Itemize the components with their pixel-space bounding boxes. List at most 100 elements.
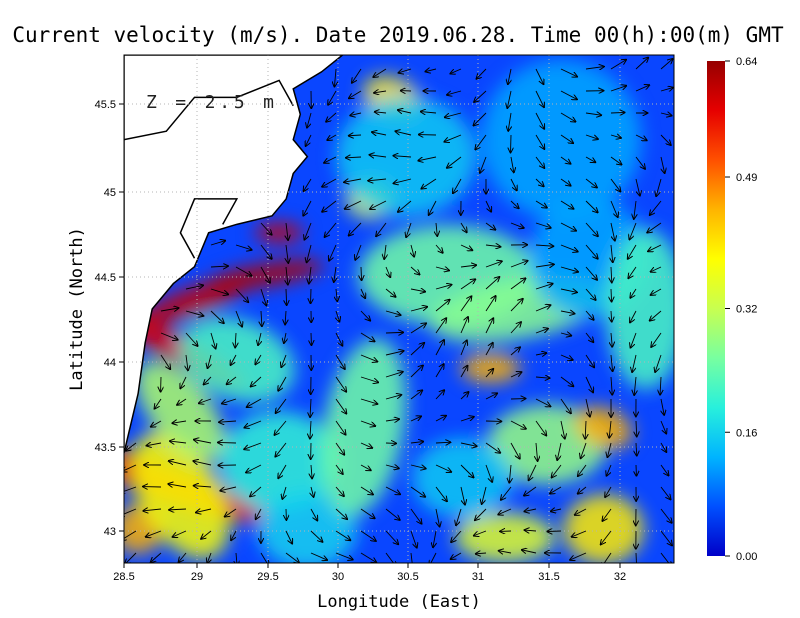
velocity-arrow [360, 354, 377, 362]
velocity-arrow [286, 244, 288, 263]
velocity-arrow [510, 261, 528, 268]
velocity-arrow [629, 222, 637, 239]
velocity-arrow [435, 508, 440, 526]
velocity-arrow [227, 376, 237, 384]
velocity-arrow [199, 398, 212, 403]
velocity-arrow [610, 200, 618, 217]
chart-title: Current velocity (m/s). Date 2019.06.28.… [12, 23, 784, 47]
velocity-arrow [410, 465, 426, 469]
velocity-arrow [560, 200, 573, 209]
velocity-arrow [349, 222, 362, 236]
velocity-arrow [585, 113, 601, 115]
velocity-arrow [210, 241, 225, 246]
velocity-arrow [373, 68, 387, 77]
velocity-arrow [560, 420, 565, 439]
velocity-arrow [250, 486, 262, 496]
velocity-arrow [547, 531, 562, 532]
velocity-arrow [306, 134, 312, 146]
velocity-arrow [286, 288, 287, 305]
velocity-arrow [398, 200, 412, 212]
velocity-arrow [435, 285, 451, 290]
velocity-arrow [450, 68, 462, 74]
x-tick-label: 28.5 [113, 571, 134, 583]
velocity-arrow [460, 417, 474, 422]
velocity-arrow [169, 461, 187, 466]
velocity-arrow [352, 68, 362, 83]
velocity-arrow [385, 552, 396, 563]
velocity-arrow [650, 200, 662, 215]
velocity-arrow [575, 508, 587, 515]
velocity-arrow [460, 265, 476, 267]
velocity-arrow [255, 354, 262, 364]
velocity-arrow [335, 508, 347, 519]
velocity-arrow [610, 86, 626, 92]
velocity-arrow [155, 398, 162, 409]
velocity-arrow [385, 332, 403, 333]
velocity-arrow [385, 288, 395, 297]
velocity-arrow [660, 59, 672, 70]
velocity-arrow [660, 486, 671, 499]
velocity-arrow [410, 289, 425, 292]
velocity-arrow [651, 332, 662, 347]
velocity-arrow [485, 318, 493, 334]
velocity-arrow [660, 156, 665, 173]
velocity-arrow [535, 420, 546, 435]
velocity-arrow [275, 420, 287, 435]
y-tick-label: 44.5 [95, 272, 116, 284]
velocity-arrow [611, 266, 612, 282]
velocity-arrow [375, 112, 387, 113]
velocity-arrow [572, 530, 587, 537]
velocity-arrow [310, 552, 327, 560]
velocity-arrow [395, 131, 412, 136]
velocity-arrow [610, 112, 624, 113]
velocity-arrow [648, 244, 662, 251]
velocity-arrow [605, 486, 612, 497]
velocity-arrow [535, 305, 550, 312]
velocity-arrow [336, 288, 337, 301]
velocity-arrow [361, 266, 362, 280]
velocity-arrow [368, 179, 387, 181]
velocity-arrow [634, 376, 636, 395]
velocity-arrow [410, 323, 426, 334]
velocity-arrow [610, 60, 626, 70]
velocity-arrow [328, 90, 337, 105]
velocity-arrow [535, 178, 544, 186]
velocity-arrow [647, 222, 662, 233]
velocity-arrow [169, 509, 187, 510]
velocity-arrow [196, 509, 212, 512]
velocity-arrow [335, 530, 350, 540]
velocity-arrow [585, 376, 593, 392]
velocity-arrow [510, 372, 521, 378]
velocity-arrow [451, 552, 462, 559]
velocity-arrow [147, 443, 162, 446]
velocity-arrow [370, 155, 387, 157]
velocity-arrow [398, 110, 412, 113]
velocity-arrow [360, 420, 375, 426]
velocity-arrow [651, 266, 662, 272]
velocity-arrow [630, 288, 637, 298]
velocity-arrow [456, 508, 462, 525]
velocity-arrow [611, 354, 613, 371]
velocity-arrow [329, 244, 337, 261]
velocity-arrow [360, 332, 374, 341]
velocity-arrow [210, 310, 224, 323]
velocity-arrow [385, 465, 399, 468]
velocity-arrow [585, 67, 604, 69]
velocity-arrow [585, 288, 596, 300]
velocity-arrow [560, 376, 573, 386]
y-axis-label: Latitude (North) [67, 227, 87, 391]
velocity-arrow [585, 244, 598, 259]
velocity-arrow [361, 288, 365, 298]
velocity-arrow [535, 245, 553, 246]
velocity-arrow [185, 332, 198, 346]
velocity-arrow [451, 530, 462, 542]
velocity-arrow [522, 550, 537, 553]
velocity-arrow [435, 442, 450, 443]
velocity-arrow [460, 486, 465, 505]
velocity-arrow [510, 222, 524, 228]
velocity-arrow [235, 332, 236, 347]
velocity-arrow [585, 156, 595, 162]
velocity-arrow [350, 113, 362, 115]
velocity-arrow [435, 390, 444, 400]
velocity-arrow [372, 132, 387, 135]
